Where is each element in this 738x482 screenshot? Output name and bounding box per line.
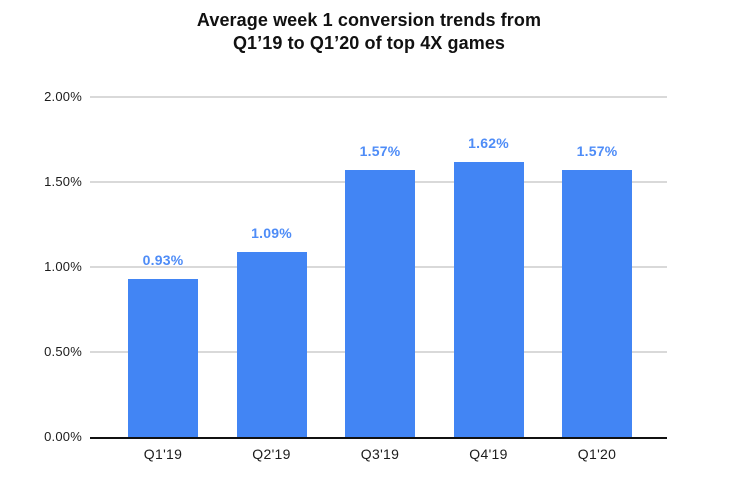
bar xyxy=(453,162,524,437)
gridline xyxy=(90,96,667,98)
y-axis-label: 1.50% xyxy=(44,174,82,189)
bar-value-label: 0.93% xyxy=(142,252,184,268)
bar-group: 1.57% Q1'20 xyxy=(562,97,632,462)
y-axis-label: 0.00% xyxy=(44,429,82,444)
bar-value-label: 1.62% xyxy=(468,135,509,151)
x-axis-label: Q1'20 xyxy=(577,446,617,462)
bar-value-label: 1.57% xyxy=(359,143,401,159)
y-axis-label: 2.00% xyxy=(44,89,82,104)
bar-group: 1.62% Q4'19 xyxy=(453,97,524,462)
bar-group: 1.57% Q3'19 xyxy=(345,97,415,462)
bar-value-label: 1.09% xyxy=(251,225,292,241)
bar-group: 0.93% Q1'19 xyxy=(128,97,198,462)
y-axis-label: 1.00% xyxy=(44,259,82,274)
x-axis-label: Q4'19 xyxy=(469,446,508,462)
y-axis: 2.00% 1.50% 1.00% 0.50% 0.00% xyxy=(0,89,82,444)
bar-group: 1.09% Q2'19 xyxy=(236,97,307,462)
chart-title: Average week 1 conversion trends from Q1… xyxy=(0,9,738,55)
bar xyxy=(562,170,632,437)
bars-row: 0.93% Q1'19 1.09% Q2'19 1.57% Q3'19 1.62% Q4'19… xyxy=(90,97,667,462)
chart-title-line-2: Q1’19 to Q1’20 of top 4X games xyxy=(232,33,506,53)
chart-title-line-1: Average week 1 conversion trends from xyxy=(196,10,542,30)
x-axis-label: Q2'19 xyxy=(252,446,291,462)
bar-value-label: 1.57% xyxy=(576,143,618,159)
y-axis-label: 0.50% xyxy=(44,344,82,359)
x-axis-label: Q1'19 xyxy=(143,446,183,462)
bar xyxy=(128,279,198,437)
bar xyxy=(236,252,307,437)
x-axis-label: Q3'19 xyxy=(360,446,400,462)
plot-area: 0.93% Q1'19 1.09% Q2'19 1.57% Q3'19 1.62% Q4'19… xyxy=(90,96,667,462)
x-axis-line xyxy=(90,437,667,439)
bar xyxy=(345,170,415,437)
